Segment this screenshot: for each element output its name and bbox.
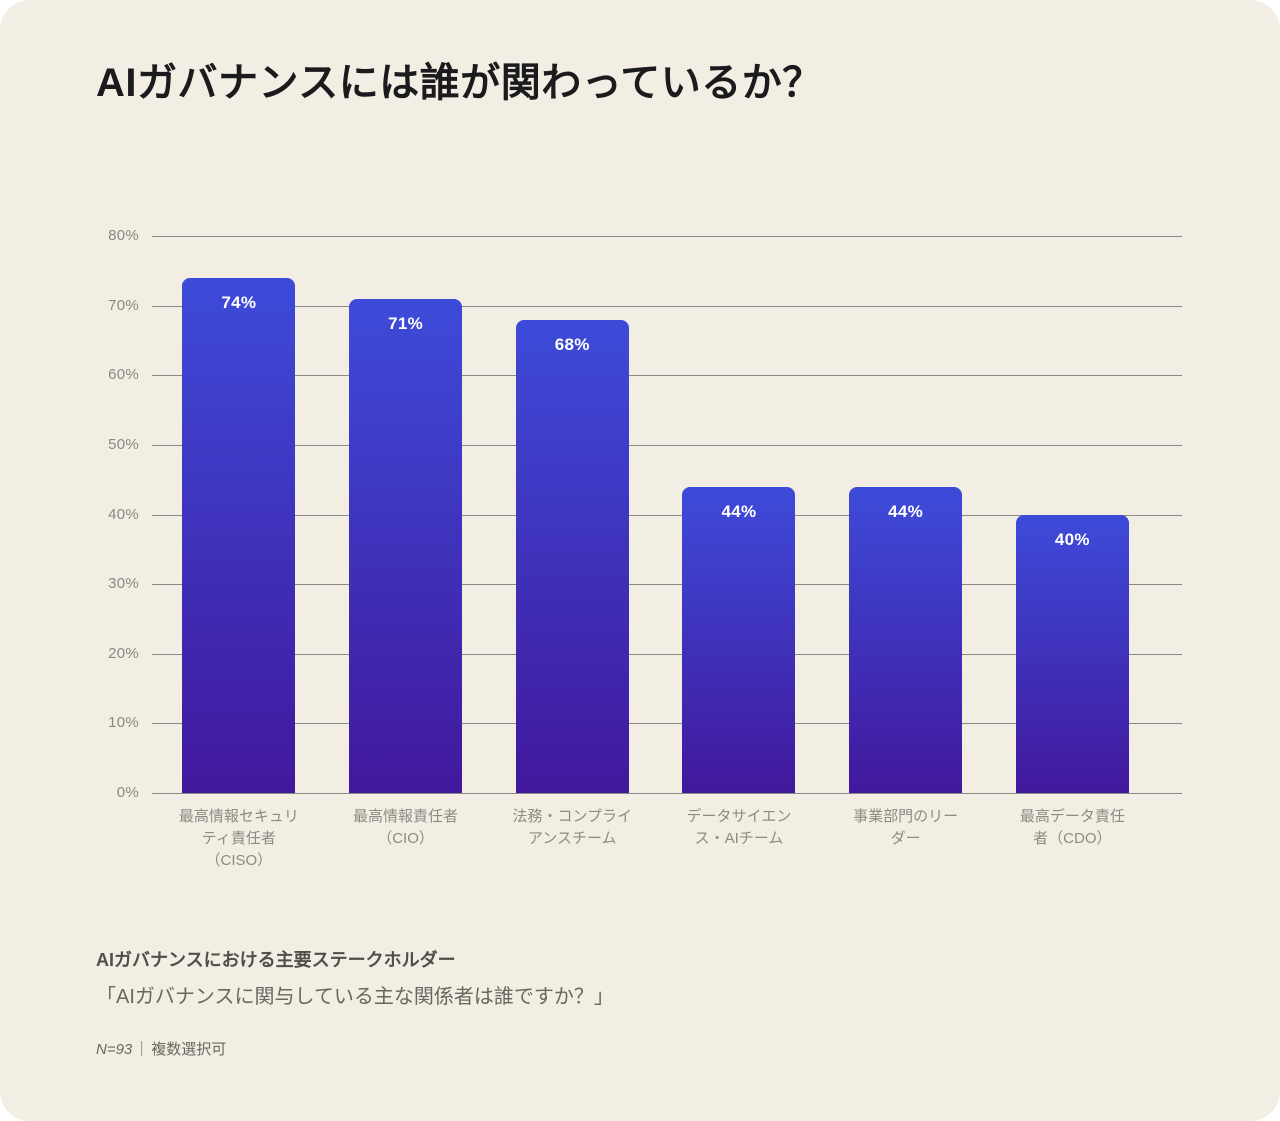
- bar-value-label: 40%: [1054, 529, 1090, 549]
- x-axis-label-line: 法務・コンプライ: [512, 808, 633, 825]
- gridline-20: [152, 653, 1182, 655]
- x-axis-label-line: 事業部門のリー: [853, 808, 959, 825]
- x-axis-labels: 最高情報セキュリ ティ責任者 （CISO） 最高情報責任者 （CIO） 法務・コンプライア…: [152, 806, 1182, 886]
- x-axis-label-line: （CISO）: [205, 852, 273, 869]
- survey-question: 「AIガバナンスに関与している主な関係者は誰ですか？」: [96, 986, 614, 1008]
- y-axis-tick-label: 50%: [108, 436, 139, 454]
- chart-plot-area: 0% 10% 20% 30% 40% 50% 60% 70% 80% 74% 71% 68% 44% 44…: [108, 227, 1182, 801]
- gridline-0: [152, 793, 1182, 794]
- bar-4: 44%: [849, 486, 963, 793]
- chart-title: AIガバナンスには誰が関わっているか？: [96, 61, 823, 105]
- bar-3: 44%: [682, 486, 796, 793]
- bar-5: 40%: [1015, 514, 1129, 793]
- x-axis-category-label: 法務・コンプライ アンスチーム: [489, 806, 656, 850]
- x-axis-category-label: 最高情報セキュリ ティ責任者 （CISO）: [156, 806, 323, 872]
- bar-value-label: 71%: [388, 313, 424, 333]
- gridline-80: [152, 236, 1182, 237]
- y-axis-tick-label: 80%: [108, 227, 139, 245]
- bar-value-label: 74%: [221, 292, 257, 312]
- sample-size: N=93: [96, 1041, 133, 1058]
- y-axis-tick-label: 60%: [108, 366, 139, 384]
- x-axis-category-label: 事業部門のリー ダー: [822, 806, 989, 850]
- bar-0: 74%: [182, 277, 296, 793]
- bar-value-label: 44%: [888, 501, 924, 521]
- chart-footer: AIガバナンスにおける主要ステークホルダー 「AIガバナンスに関与している主な関…: [96, 947, 996, 1059]
- y-axis-tick-label: 20%: [108, 644, 139, 662]
- x-axis-label-line: （CIO）: [377, 830, 434, 847]
- note-separator: ｜: [134, 1041, 150, 1058]
- chart-caption: AIガバナンスにおける主要ステークホルダー: [96, 950, 456, 970]
- x-axis-label-line: アンスチーム: [527, 830, 617, 847]
- x-axis-label-line: ス・AIチーム: [694, 830, 784, 847]
- x-axis-label-line: 最高データ責任: [1019, 808, 1125, 825]
- y-axis-tick-label: 40%: [108, 505, 139, 523]
- bar-value-label: 68%: [554, 334, 590, 354]
- gridline-50: [152, 444, 1182, 446]
- y-axis-tick-label: 30%: [108, 575, 139, 593]
- gridline-70: [152, 305, 1182, 307]
- x-axis-category-label: 最高データ責任 者（CDO）: [989, 806, 1156, 850]
- gridline-60: [152, 375, 1182, 377]
- y-axis-tick-label: 70%: [108, 296, 139, 314]
- x-axis-label-line: ティ責任者: [201, 830, 276, 847]
- multi-select-note: 複数選択可: [151, 1041, 227, 1058]
- gridline-40: [152, 514, 1182, 516]
- y-axis-tick-label: 10%: [108, 714, 139, 732]
- x-axis-label-line: 最高情報セキュリ: [178, 808, 299, 825]
- x-axis-category-label: 最高情報責任者 （CIO）: [322, 806, 489, 850]
- gridline-30: [152, 584, 1182, 586]
- sample-note: N=93 ｜複数選択可: [96, 1038, 996, 1059]
- gridline-10: [152, 723, 1182, 725]
- bar-1: 71%: [349, 298, 463, 793]
- bar-2: 68%: [515, 319, 629, 793]
- x-axis-label-line: ダー: [890, 830, 921, 847]
- x-axis-category-label: データサイエン ス・AIチーム: [656, 806, 823, 850]
- x-axis-label-line: 者（CDO）: [1033, 830, 1112, 847]
- x-axis-label-line: 最高情報責任者: [353, 808, 459, 825]
- x-axis-label-line: データサイエン: [686, 808, 792, 825]
- bar-value-label: 44%: [721, 501, 757, 521]
- y-axis-tick-label: 0%: [116, 784, 139, 802]
